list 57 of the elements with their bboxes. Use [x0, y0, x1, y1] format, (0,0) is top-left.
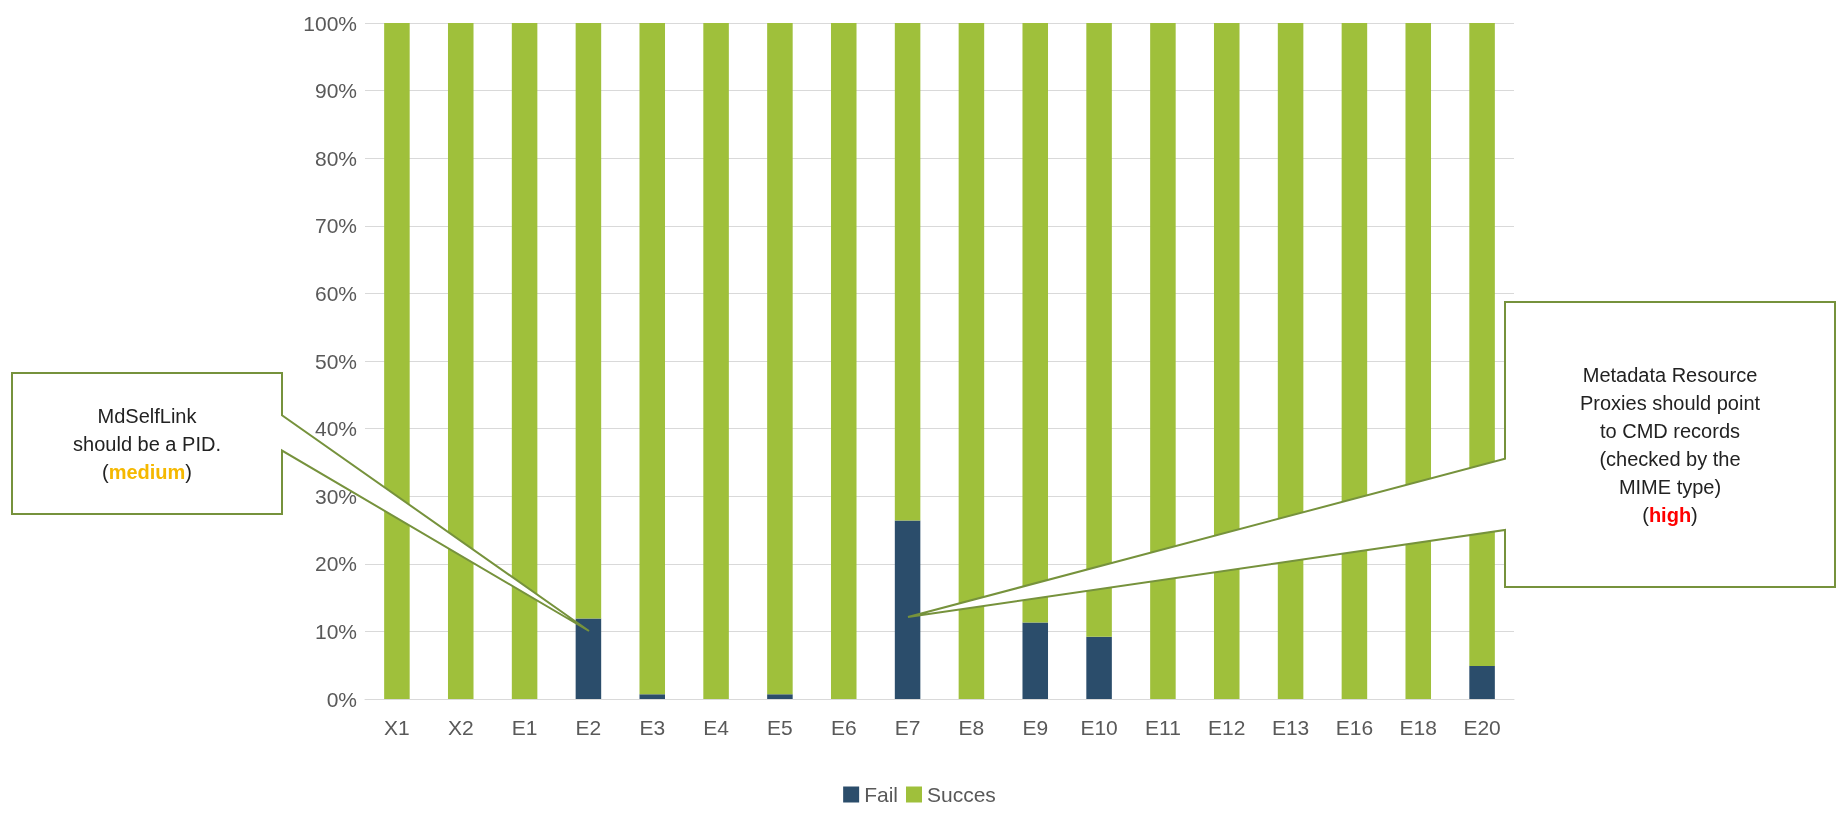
bar — [703, 23, 729, 699]
x-tick-label: E18 — [1399, 716, 1437, 739]
x-tick-label: X2 — [447, 716, 474, 739]
x-tick-label: E16 — [1335, 716, 1374, 739]
bar — [767, 694, 793, 699]
x-tick-label: E9 — [1022, 716, 1049, 739]
x-tick-label: E8 — [958, 716, 985, 739]
y-tick-label: 0% — [326, 687, 357, 711]
y-tick-label: 30% — [314, 484, 357, 508]
x-tick-label: E20 — [1463, 716, 1501, 739]
text: Metadata Resource Proxies should point to CMD records (checked by the MIME type) (high) — [1579, 363, 1761, 526]
x-tick-label: E11 — [1145, 716, 1181, 739]
bar — [1086, 23, 1112, 637]
bar — [1469, 665, 1495, 699]
x-tick-label: E12 — [1208, 716, 1246, 739]
x-tick-label: E7 — [894, 716, 921, 739]
bar — [639, 23, 666, 695]
bar — [1277, 23, 1304, 699]
bar — [958, 23, 985, 699]
bar — [447, 23, 474, 699]
x-tick-label: E5 — [767, 716, 793, 739]
y-tick-label: 40% — [314, 417, 357, 441]
bar — [830, 23, 857, 699]
bar — [575, 23, 602, 619]
bar — [1022, 23, 1049, 623]
y-tick-label: 70% — [314, 214, 357, 238]
x-tick-label: X1 — [384, 716, 410, 739]
x-tick-label: E1 — [511, 716, 538, 739]
bar — [511, 23, 538, 699]
bar — [1405, 23, 1432, 699]
bar — [384, 23, 410, 699]
bar — [767, 23, 793, 695]
bar — [1022, 622, 1049, 699]
bar — [575, 618, 602, 699]
bar — [1086, 636, 1112, 699]
x-tick-label: E6 — [830, 716, 857, 739]
legend-label: Succes — [926, 783, 996, 806]
x-tick-label: E10 — [1080, 716, 1118, 739]
y-tick-label: 50% — [314, 349, 357, 373]
bar — [894, 23, 921, 521]
y-tick-label: 10% — [314, 619, 357, 643]
x-tick-label: E13 — [1271, 716, 1310, 739]
text: MdSelfLink should be a PID. (medium) — [73, 404, 221, 483]
y-tick-label: 60% — [314, 281, 357, 305]
x-tick-label: E3 — [639, 716, 666, 739]
x-tick-label: E2 — [575, 716, 602, 739]
y-tick-label: 90% — [314, 79, 357, 103]
bar — [639, 694, 666, 699]
x-tick-label: E4 — [703, 716, 730, 739]
y-tick-label: 80% — [314, 146, 357, 170]
y-tick-label: 100% — [303, 11, 357, 35]
bar — [1150, 23, 1176, 699]
y-tick-label: 20% — [314, 552, 357, 576]
legend-label: Fail — [864, 783, 898, 806]
bar — [894, 520, 921, 699]
bar — [1213, 23, 1240, 699]
bar — [1341, 23, 1368, 699]
